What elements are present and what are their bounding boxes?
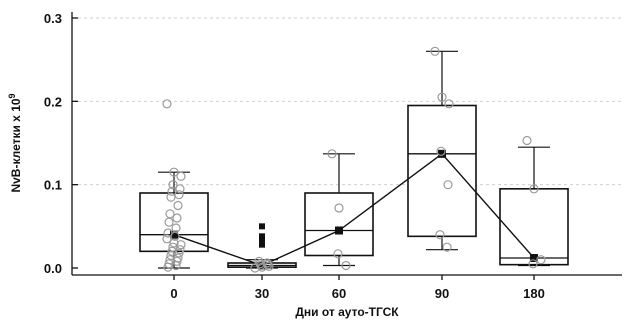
x-tick-label: 180 xyxy=(523,286,545,301)
data-point xyxy=(334,203,344,213)
x-ticks: 0 30 60 90 180 xyxy=(170,275,545,301)
box-rect xyxy=(304,192,374,257)
y-tick-label: 0.0 xyxy=(44,261,62,276)
data-point xyxy=(163,262,173,272)
data-point xyxy=(442,242,452,252)
data-point xyxy=(173,200,183,211)
x-tick-label: 60 xyxy=(332,286,346,301)
data-point xyxy=(436,146,446,156)
data-point xyxy=(172,256,182,266)
data-point xyxy=(529,184,539,194)
data-point xyxy=(333,249,343,259)
data-points-layer xyxy=(162,46,546,273)
outlier-marker xyxy=(259,241,265,248)
mean-marker xyxy=(170,230,178,239)
data-point xyxy=(169,238,179,248)
box-180 xyxy=(499,146,569,267)
data-point xyxy=(528,259,538,269)
grid-lines xyxy=(72,17,622,186)
y-axis-title-exponent: 9 xyxy=(7,93,17,98)
y-tick-label: 0.3 xyxy=(44,11,62,26)
y-axis-title-main: NvB-клетки х 10 xyxy=(9,98,23,192)
outlier-marker xyxy=(259,238,265,245)
mean-marker xyxy=(335,226,343,235)
x-tick-label: 0 xyxy=(170,286,177,301)
y-tick-label: 0.2 xyxy=(44,94,62,109)
data-point xyxy=(256,260,266,271)
data-point xyxy=(176,171,186,181)
box-60 xyxy=(304,153,374,267)
data-point xyxy=(443,180,453,190)
data-point xyxy=(175,184,185,194)
data-point xyxy=(167,246,177,256)
data-point xyxy=(522,135,532,146)
data-point xyxy=(166,192,176,202)
mean-marker xyxy=(530,254,538,262)
data-point xyxy=(444,99,454,109)
x-tick-label: 30 xyxy=(255,286,269,301)
mean-marker xyxy=(258,261,266,270)
data-point xyxy=(172,213,182,223)
data-point xyxy=(174,248,184,258)
mean-marker xyxy=(438,149,446,158)
data-point xyxy=(162,234,172,244)
data-point xyxy=(435,230,445,240)
y-ticks: 0.0 0.1 0.2 0.3 xyxy=(44,11,78,276)
data-point xyxy=(162,99,172,109)
data-point xyxy=(170,231,180,241)
outlier-marker xyxy=(259,233,265,240)
x-axis-title: Дни от ауто-ТГСК xyxy=(295,305,399,319)
data-point xyxy=(341,260,351,271)
data-point xyxy=(536,255,546,265)
data-point xyxy=(254,256,264,266)
axes-layer xyxy=(71,12,622,276)
data-point xyxy=(327,149,337,159)
mean-line-layer xyxy=(170,149,538,270)
data-point xyxy=(430,46,440,56)
data-point xyxy=(174,190,184,200)
data-point xyxy=(168,180,178,190)
y-tick-label: 0.1 xyxy=(44,178,62,193)
data-point xyxy=(176,240,186,250)
box-rect xyxy=(499,188,569,266)
boxes-layer xyxy=(139,50,569,269)
data-point xyxy=(437,92,447,102)
y-axis-title: NvB-клетки х 109 xyxy=(7,93,23,192)
data-point xyxy=(169,167,179,177)
outlier-marker xyxy=(259,223,265,230)
data-point xyxy=(164,217,174,227)
x-tick-label: 90 xyxy=(435,286,449,301)
